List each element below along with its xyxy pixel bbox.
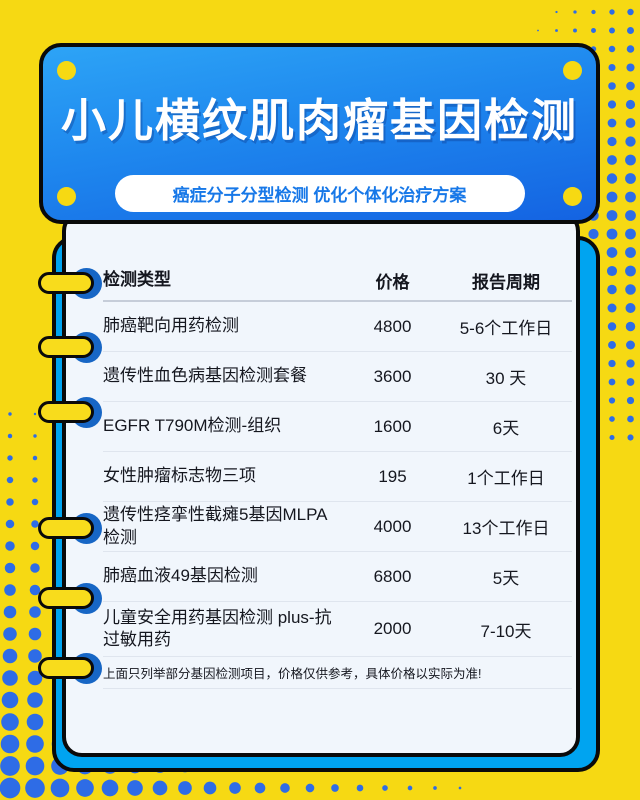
price-table: 检测类型 价格 报告周期 肺癌靶向用药检测 4800 5-6个工作日 遗传性血色… — [103, 261, 572, 689]
report-period: 6天 — [492, 419, 520, 438]
test-name: EGFR T790M检测-组织 — [103, 416, 282, 436]
table-row: 肺癌血液49基因检测 6800 5天 — [103, 552, 572, 602]
ring-pill — [38, 657, 94, 679]
ring-pill — [38, 401, 94, 423]
subtitle-pill: 癌症分子分型检测 优化个体化治疗方案 — [114, 175, 525, 212]
report-period: 7-10天 — [480, 621, 532, 641]
table-row: 遗传性血色病基因检测套餐 3600 30 天 — [103, 352, 572, 402]
price-list-card: 检测类型 价格 报告周期 肺癌靶向用药检测 4800 5-6个工作日 遗传性血色… — [62, 211, 580, 757]
test-name: 遗传性血色病基因检测套餐 — [103, 366, 307, 386]
test-name: 儿童安全用药基因检测 plus-抗过敏用药 — [103, 607, 332, 649]
test-name: 遗传性痉挛性截瘫5基因MLPA检测 — [103, 505, 328, 547]
table-header-row: 检测类型 价格 报告周期 — [103, 261, 572, 302]
test-price: 1600 — [373, 416, 412, 436]
test-name: 肺癌靶向用药检测 — [103, 316, 239, 336]
corner-rivet — [563, 187, 582, 206]
column-header-period: 报告周期 — [472, 273, 540, 292]
test-price: 4800 — [373, 316, 412, 336]
report-period: 13个工作日 — [462, 519, 550, 538]
header-banner: 小儿横纹肌肉瘤基因检测 癌症分子分型检测 优化个体化治疗方案 — [39, 43, 600, 224]
report-period: 5-6个工作日 — [459, 319, 553, 338]
ring-pill — [38, 336, 94, 358]
test-name: 肺癌血液49基因检测 — [103, 566, 258, 586]
test-price: 4000 — [373, 516, 412, 536]
test-price: 195 — [378, 466, 407, 486]
corner-rivet — [563, 61, 582, 80]
report-period: 1个工作日 — [467, 469, 545, 488]
test-price: 6800 — [373, 566, 412, 586]
poster-subtitle: 癌症分子分型检测 优化个体化治疗方案 — [172, 186, 467, 205]
ring-pill — [38, 517, 94, 539]
table-row: 肺癌靶向用药检测 4800 5-6个工作日 — [103, 302, 572, 352]
column-header-type: 检测类型 — [103, 270, 171, 290]
test-price: 3600 — [373, 366, 412, 386]
table-row: 儿童安全用药基因检测 plus-抗过敏用药 2000 7-10天 — [103, 602, 572, 657]
report-period: 30 天 — [485, 369, 527, 388]
corner-rivet — [57, 61, 76, 80]
disclaimer-note: 上面只列举部分基因检测项目，价格仅供参考，具体价格以实际为准! — [103, 657, 572, 689]
ring-pill — [38, 587, 94, 609]
corner-rivet — [57, 187, 76, 206]
poster-title: 小儿横纹肌肉瘤基因检测 — [60, 95, 578, 146]
table-row: 女性肿瘤标志物三项 195 1个工作日 — [103, 452, 572, 502]
report-period: 5天 — [492, 569, 520, 588]
test-price: 2000 — [373, 619, 412, 638]
table-row: 遗传性痉挛性截瘫5基因MLPA检测 4000 13个工作日 — [103, 502, 572, 552]
column-header-price: 价格 — [375, 273, 410, 292]
test-name: 女性肿瘤标志物三项 — [103, 466, 256, 486]
table-row: EGFR T790M检测-组织 1600 6天 — [103, 402, 572, 452]
ring-pill — [38, 272, 94, 294]
